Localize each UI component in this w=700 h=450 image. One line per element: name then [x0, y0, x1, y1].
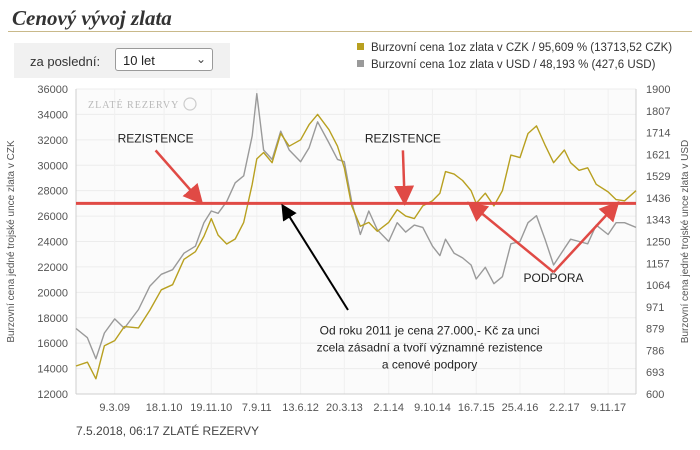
legend-item-usd[interactable]: Burzovní cena 1oz zlata v USD / 48,193 %…	[357, 57, 672, 74]
y-left-tick-label: 14000	[37, 364, 68, 376]
series-line-czk	[75, 113, 637, 380]
x-tick-label: 13.6.12	[282, 402, 319, 414]
y-left-tick-label: 30000	[37, 160, 68, 172]
annotation-arrow	[281, 203, 349, 311]
legend-swatch-usd	[357, 60, 364, 67]
y-right-tick-label: 1064	[646, 280, 670, 292]
period-select-value: 10 let	[123, 53, 155, 68]
x-tick-label: 9.11.17	[590, 402, 626, 414]
annotation-label: PODPORA	[524, 271, 584, 285]
y-right-tick-label: 693	[646, 367, 664, 379]
y-right-tick-label: 971	[646, 302, 664, 314]
x-tick-label: 9.10.14	[414, 402, 451, 414]
legend-label-usd: Burzovní cena 1oz zlata v USD / 48,193 %…	[371, 59, 656, 71]
y-left-tick-label: 16000	[37, 338, 68, 350]
y-right-tick-label: 1343	[646, 215, 670, 227]
x-tick-label: 25.4.16	[502, 402, 539, 414]
watermark-emblem-icon	[183, 97, 197, 111]
x-tick-label: 9.3.09	[99, 402, 130, 414]
period-select[interactable]: 10 let ⌄	[115, 48, 213, 71]
y-left-tick-label: 18000	[37, 313, 68, 325]
y-right-tick-label: 1157	[646, 258, 670, 270]
y-right-tick-label: 879	[646, 324, 664, 336]
y-left-tick-label: 28000	[37, 186, 68, 198]
y-right-tick-label: 1529	[646, 171, 670, 183]
x-tick-label: 18.1.10	[146, 402, 183, 414]
x-tick-label: 16.7.15	[458, 402, 495, 414]
y-left-tick-label: 20000	[37, 287, 68, 299]
footer-timestamp: 7.5.2018, 06:17 ZLATÉ REZERVY	[76, 424, 259, 438]
y-right-tick-label: 1714	[646, 128, 670, 140]
annotation-arrow	[394, 150, 415, 206]
y-left-tick-label: 26000	[37, 211, 68, 223]
y-right-tick-label: 786	[646, 345, 664, 357]
period-filter-label: za poslední:	[30, 54, 101, 69]
page-title: Cenový vývoj zlata	[12, 6, 172, 30]
y-left-tick-label: 32000	[37, 135, 68, 147]
y-left-tick-label: 36000	[37, 84, 68, 96]
y-left-tick-label: 12000	[37, 389, 68, 401]
series-line-usd	[75, 93, 637, 360]
annotation-label: Od roku 2011 je cena 27.000,- Kč za unci…	[317, 323, 543, 371]
y-axis-left-title: Burzovní cena jedné trojské unce zlata v…	[6, 140, 17, 343]
annotation-arrow	[154, 149, 204, 205]
y-axis-right-title: Burzovní cena jedné trojské unce zlata v…	[680, 140, 691, 343]
legend-swatch-czk	[357, 43, 364, 50]
x-tick-label: 2.2.17	[549, 402, 580, 414]
x-tick-label: 20.3.13	[326, 402, 363, 414]
x-tick-label: 7.9.11	[242, 402, 272, 414]
watermark-logo: ZLATÉ REZERVY	[88, 99, 179, 111]
y-right-tick-label: 1250	[646, 237, 670, 249]
legend-item-czk[interactable]: Burzovní cena 1oz zlata v CZK / 95,609 %…	[357, 40, 672, 57]
legend-label-czk: Burzovní cena 1oz zlata v CZK / 95,609 %…	[371, 42, 673, 54]
x-tick-label: 2.1.14	[373, 402, 404, 414]
y-left-tick-label: 34000	[37, 109, 68, 121]
period-filter: za poslední: 10 let ⌄	[14, 43, 230, 78]
chart-legend: Burzovní cena 1oz zlata v CZK / 95,609 %…	[357, 40, 672, 74]
y-right-tick-label: 1621	[646, 149, 670, 161]
chevron-down-icon: ⌄	[195, 52, 206, 66]
y-left-tick-label: 22000	[37, 262, 68, 274]
title-divider	[8, 31, 692, 32]
x-tick-label: 19.11.10	[190, 402, 232, 414]
y-right-tick-label: 1436	[646, 193, 670, 205]
y-right-tick-label: 600	[646, 389, 664, 401]
annotation-arrow	[552, 200, 620, 274]
y-left-tick-label: 24000	[37, 237, 68, 249]
annotation-label: REZISTENCE	[365, 131, 441, 145]
annotation-arrow	[467, 201, 555, 274]
annotation-label: REZISTENCE	[118, 131, 194, 145]
y-right-tick-label: 1807	[646, 106, 670, 118]
y-right-tick-label: 1900	[646, 84, 670, 96]
